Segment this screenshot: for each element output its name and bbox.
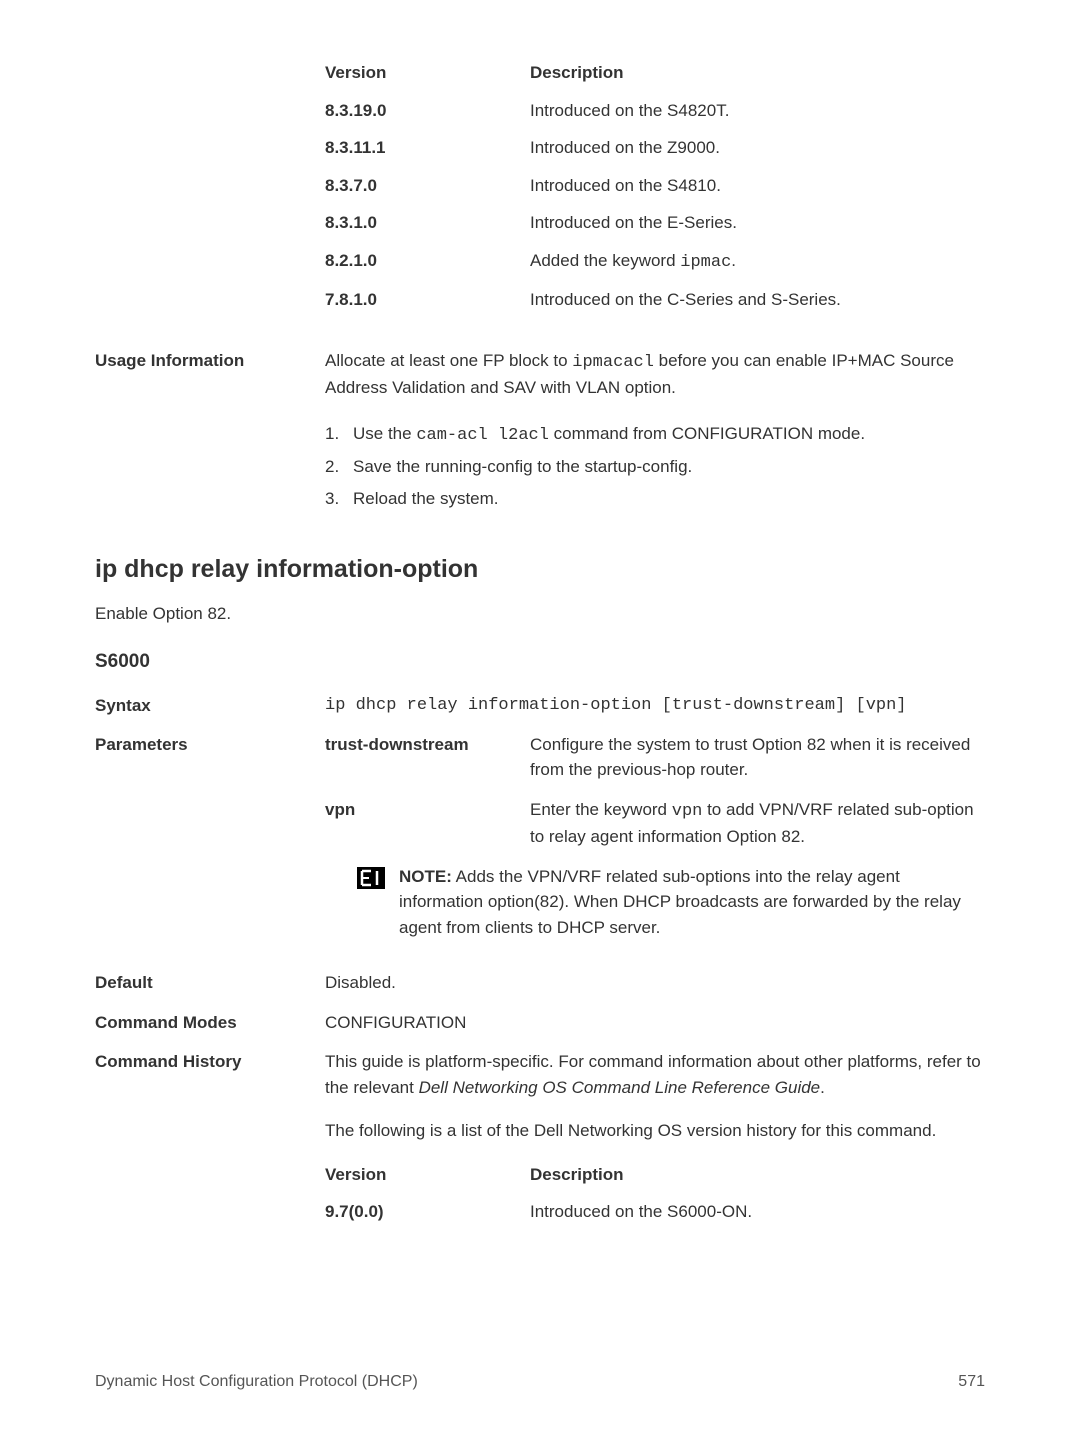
syntax-value: ip dhcp relay information-option [trust-…: [325, 693, 985, 719]
description-cell: Introduced on the Z9000.: [530, 135, 985, 161]
param-desc-pre: Enter the keyword: [530, 800, 672, 819]
default-value: Disabled.: [325, 970, 985, 996]
version-cell: 8.3.7.0: [325, 173, 530, 199]
description-cell: Introduced on the C-Series and S-Series.: [530, 287, 985, 313]
usage-text: Allocate at least one FP block to ipmaca…: [325, 348, 985, 401]
command-history-text: This guide is platform-specific. For com…: [325, 1049, 985, 1237]
list-item: 1.Use the cam-acl l2acl command from CON…: [325, 421, 985, 449]
param-desc: Enter the keyword vpn to add VPN/VRF rel…: [530, 797, 985, 850]
step-number: 3.: [325, 486, 353, 512]
history-para1-post: .: [820, 1078, 825, 1097]
command-history-row: Command History This guide is platform-s…: [95, 1049, 985, 1237]
history-row: 9.7(0.0) Introduced on the S6000-ON.: [325, 1199, 985, 1225]
param-name: vpn: [325, 797, 530, 850]
command-modes-row: Command Modes CONFIGURATION: [95, 1010, 985, 1036]
header-description: Description: [530, 60, 985, 86]
section-title: ip dhcp relay information-option: [95, 551, 985, 589]
command-modes-label: Command Modes: [95, 1010, 325, 1036]
usage-pre: Allocate at least one FP block to: [325, 351, 572, 370]
footer-right: 571: [958, 1370, 985, 1394]
note-text: NOTE: Adds the VPN/VRF related sub-optio…: [399, 864, 985, 941]
step-text: Reload the system.: [353, 486, 499, 512]
history-version: 9.7(0.0): [325, 1199, 530, 1225]
table-row: 8.3.1.0Introduced on the E-Series.: [325, 210, 985, 236]
usage-label: Usage Information: [95, 348, 325, 401]
note-body: Adds the VPN/VRF related sub-options int…: [399, 867, 961, 937]
version-cell: 7.8.1.0: [325, 287, 530, 313]
command-history-label: Command History: [95, 1049, 325, 1237]
param-name: trust-downstream: [325, 732, 530, 783]
syntax-row: Syntax ip dhcp relay information-option …: [95, 693, 985, 719]
syntax-label: Syntax: [95, 693, 325, 719]
description-cell: Introduced on the S4810.: [530, 173, 985, 199]
param-vpn: vpn Enter the keyword vpn to add VPN/VRF…: [325, 797, 985, 850]
section-subtitle: Enable Option 82.: [95, 601, 985, 627]
version-cell: 8.3.11.1: [325, 135, 530, 161]
description-cell: Added the keyword ipmac.: [530, 248, 985, 276]
table-row: 8.3.7.0Introduced on the S4810.: [325, 173, 985, 199]
param-trust-downstream: trust-downstream Configure the system to…: [325, 732, 985, 783]
param-desc: Configure the system to trust Option 82 …: [530, 732, 985, 783]
version-cell: 8.3.19.0: [325, 98, 530, 124]
list-item: 3.Reload the system.: [325, 486, 985, 512]
usage-code: ipmacacl: [572, 353, 654, 372]
param-desc-code: vpn: [672, 802, 703, 821]
version-cell: 8.3.1.0: [325, 210, 530, 236]
header-version: Version: [325, 60, 530, 86]
history-description: Introduced on the S6000-ON.: [530, 1199, 985, 1225]
parameters-label: Parameters: [95, 732, 325, 758]
page-footer: Dynamic Host Configuration Protocol (DHC…: [95, 1370, 985, 1394]
command-modes-value: CONFIGURATION: [325, 1010, 985, 1036]
history-para2: The following is a list of the Dell Netw…: [325, 1118, 985, 1144]
note-icon: [357, 867, 385, 889]
default-label: Default: [95, 970, 325, 996]
history-para1: This guide is platform-specific. For com…: [325, 1049, 985, 1100]
footer-left: Dynamic Host Configuration Protocol (DHC…: [95, 1370, 418, 1394]
table-row: 8.2.1.0Added the keyword ipmac.: [325, 248, 985, 276]
version-cell: 8.2.1.0: [325, 248, 530, 276]
history-para1-em: Dell Networking OS Command Line Referenc…: [419, 1078, 821, 1097]
description-cell: Introduced on the S4820T.: [530, 98, 985, 124]
list-item: 2.Save the running-config to the startup…: [325, 454, 985, 480]
default-row: Default Disabled.: [95, 970, 985, 996]
step-number: 1.: [325, 421, 353, 449]
steps-list: 1.Use the cam-acl l2acl command from CON…: [325, 421, 985, 512]
description-cell: Introduced on the E-Series.: [530, 210, 985, 236]
step-text: Save the running-config to the startup-c…: [353, 454, 692, 480]
version-history-top: Version Description 8.3.19.0Introduced o…: [325, 60, 985, 313]
note-box: NOTE: Adds the VPN/VRF related sub-optio…: [357, 864, 985, 941]
model-label: S6000: [95, 648, 985, 677]
table-header: Version Description: [325, 60, 985, 86]
step-text: Use the cam-acl l2acl command from CONFI…: [353, 421, 865, 449]
table-row: 8.3.11.1Introduced on the Z9000.: [325, 135, 985, 161]
step-number: 2.: [325, 454, 353, 480]
note-label: NOTE:: [399, 867, 452, 886]
history-header: Version Description: [325, 1162, 985, 1188]
table-row: 8.3.19.0Introduced on the S4820T.: [325, 98, 985, 124]
history-header-description: Description: [530, 1162, 985, 1188]
usage-information: Usage Information Allocate at least one …: [95, 348, 985, 401]
table-row: 7.8.1.0Introduced on the C-Series and S-…: [325, 287, 985, 313]
history-header-version: Version: [325, 1162, 530, 1188]
